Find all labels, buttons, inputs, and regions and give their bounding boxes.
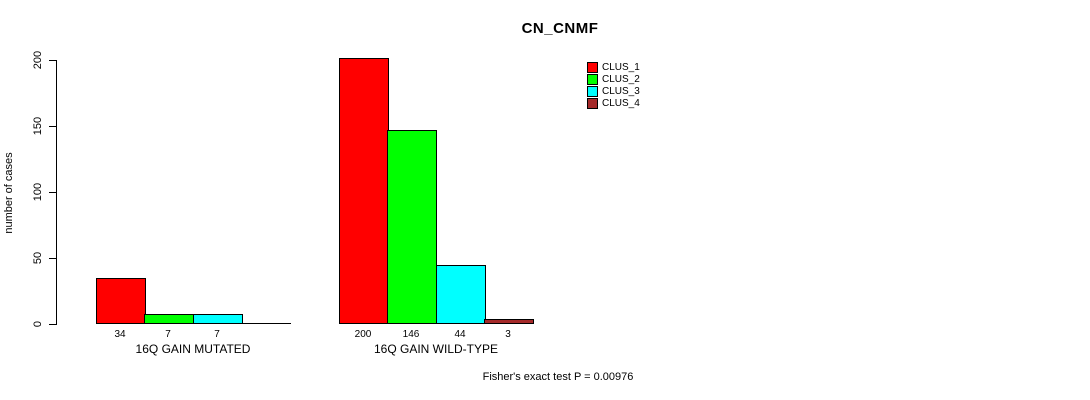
group-label: 16Q GAIN MUTATED (135, 342, 251, 356)
y-tick-mark (49, 258, 57, 259)
bar-value-label: 200 (354, 329, 372, 340)
y-tick-label: 100 (32, 182, 44, 202)
legend-row: CLUS_3 (587, 86, 640, 97)
bar-value-label: 146 (402, 329, 420, 340)
legend-swatch-clus_1 (587, 62, 598, 73)
legend-swatch-clus_3 (587, 86, 598, 97)
y-tick-label: 0 (32, 320, 44, 328)
y-tick-mark (49, 60, 57, 61)
legend-label: CLUS_3 (602, 86, 640, 97)
bar-value-label: 44 (454, 329, 466, 340)
bar-value-label: 7 (165, 329, 171, 340)
y-tick-mark (49, 126, 57, 127)
footer-annotation: Fisher's exact test P = 0.00976 (482, 371, 634, 383)
legend-label: CLUS_1 (602, 62, 640, 73)
bar-clus_4 (484, 319, 534, 324)
y-tick-mark (49, 324, 57, 325)
legend-label: CLUS_4 (602, 98, 640, 109)
legend-swatch-clus_4 (587, 98, 598, 109)
legend: CLUS_1 CLUS_2 CLUS_3 CLUS_4 (587, 62, 640, 110)
bar-clus_1 (96, 278, 146, 324)
y-tick-mark (49, 192, 57, 193)
bar-clus_3 (193, 314, 243, 324)
bar-clus_2 (387, 130, 437, 324)
legend-label: CLUS_2 (602, 74, 640, 85)
legend-row: CLUS_1 (587, 62, 640, 73)
bar-value-label: 3 (505, 329, 511, 340)
y-tick-label: 200 (32, 50, 44, 70)
bar-value-label: 34 (114, 329, 126, 340)
group-label: 16Q GAIN WILD-TYPE (373, 342, 499, 356)
y-tick-label: 50 (32, 251, 44, 265)
bar-clus_2 (144, 314, 194, 324)
bar-value-label: 7 (214, 329, 220, 340)
legend-swatch-clus_2 (587, 74, 598, 85)
y-tick-label: 150 (32, 116, 44, 136)
bar-clus_1 (339, 58, 389, 324)
legend-row: CLUS_4 (587, 98, 640, 109)
bar-clus_3 (436, 265, 486, 324)
legend-row: CLUS_2 (587, 74, 640, 85)
chart-title: CN_CNMF (521, 20, 599, 37)
